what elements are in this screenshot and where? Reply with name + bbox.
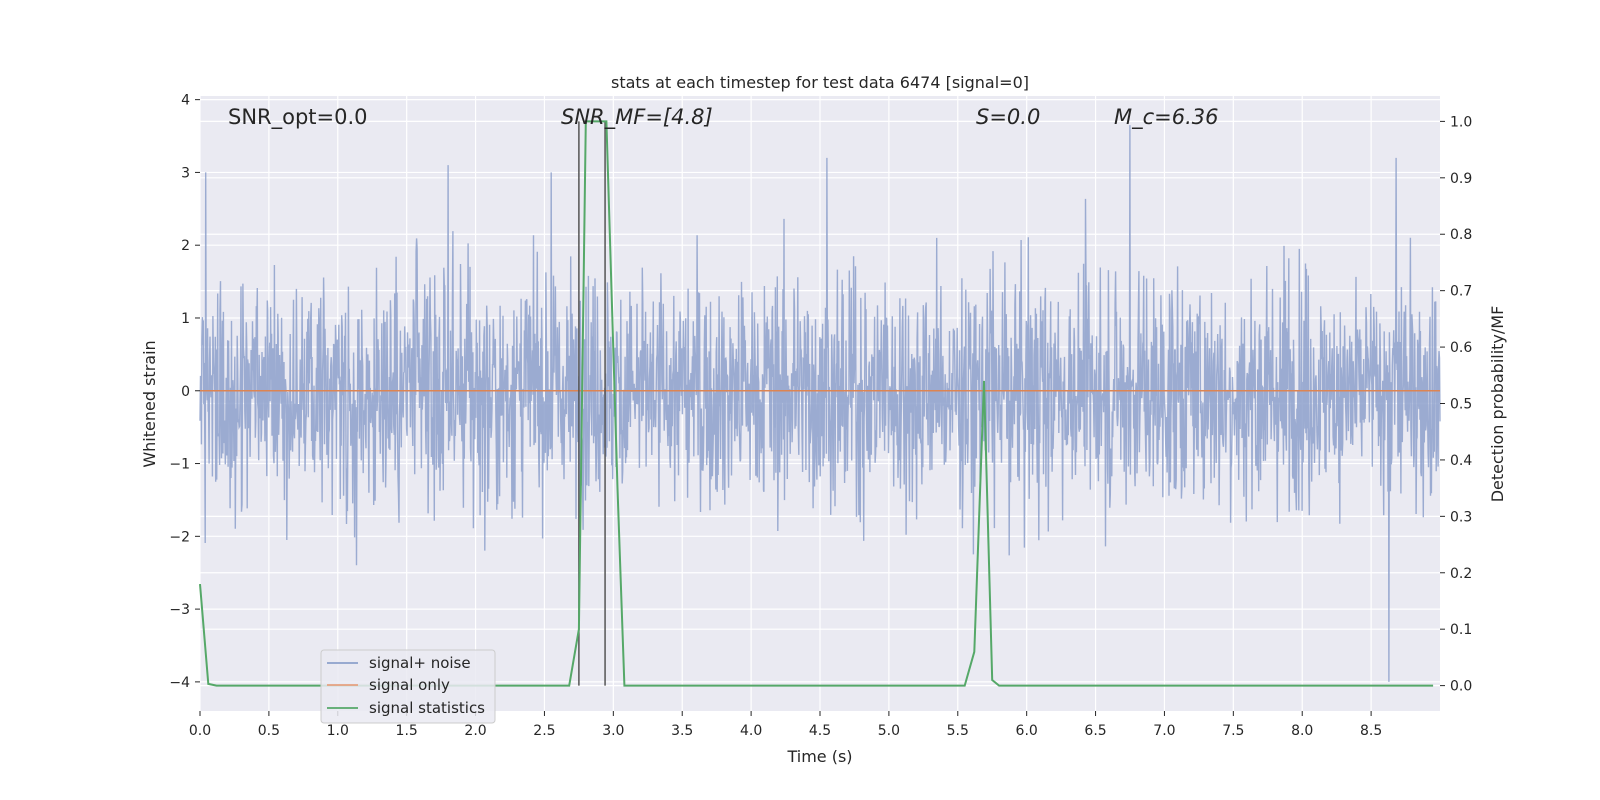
legend-box (320, 649, 496, 724)
x-axis-label: Time (s) (786, 747, 852, 766)
y-left-tick-label: 4 (181, 93, 190, 109)
x-tick-label: 2.5 (533, 723, 555, 739)
y-left-tick-label: 0 (181, 384, 190, 400)
x-tick-label: 6.0 (1016, 723, 1038, 739)
legend-label-signal-only: signal only (369, 676, 450, 694)
y-right-tick-label: 0.6 (1450, 340, 1472, 356)
y-left-tick-label: −2 (169, 529, 190, 545)
x-tick-label: 5.0 (878, 723, 900, 739)
x-tick-label: 7.5 (1222, 723, 1244, 739)
y-left-tick-label: 3 (181, 165, 190, 181)
x-tick-label: 6.5 (1084, 723, 1106, 739)
y-left-tick-label: 1 (181, 311, 190, 327)
y-left-tick-label: 2 (181, 238, 190, 254)
x-tick-label: 4.5 (809, 723, 831, 739)
y-left-axis-ticks: −4 −3 −2 −1 0 1 2 3 4 (169, 93, 200, 691)
y-right-tick-label: 0.7 (1450, 284, 1472, 300)
y-left-tick-label: −3 (169, 602, 190, 618)
annotation-snr-mf: SNR_MF=[4.8] (561, 105, 713, 130)
x-tick-label: 8.0 (1291, 723, 1313, 739)
x-tick-label: 3.5 (671, 723, 693, 739)
y-right-tick-label: 0.9 (1450, 171, 1472, 187)
x-tick-label: 1.0 (327, 723, 349, 739)
chart-title: stats at each timestep for test data 647… (611, 73, 1029, 92)
x-tick-label: 7.0 (1153, 723, 1175, 739)
annotation-mc: M_c=6.36 (1114, 105, 1219, 130)
y-right-tick-label: 1.0 (1450, 114, 1472, 130)
y-right-tick-label: 0.1 (1450, 622, 1472, 638)
series-signal-noise (199, 125, 1441, 682)
annotations: SNR_opt=0.0 SNR_MF=[4.8] S=0.0 M_c=6.36 (228, 105, 1219, 130)
x-axis-ticks: 0.0 0.5 1.0 1.5 2.0 2.5 3.0 3.5 4.0 4.5 5.0 5.5 6.0 6… (189, 711, 1382, 739)
y-right-tick-label: 0.5 (1450, 397, 1472, 413)
y-left-axis-label: Whitened strain (140, 340, 159, 467)
y-left-tick-label: −4 (169, 675, 190, 691)
annotation-snr-opt: SNR_opt=0.0 (228, 105, 368, 130)
legend-label-signal-noise: signal+ noise (369, 654, 471, 672)
y-left-tick-label: −1 (169, 457, 190, 473)
annotation-s: S=0.0 (976, 105, 1040, 129)
y-right-tick-label: 0.0 (1450, 679, 1472, 695)
x-tick-label: 3.0 (602, 723, 624, 739)
x-tick-label: 8.5 (1360, 723, 1382, 739)
legend: signal+ noise signal only signal statist… (320, 649, 496, 724)
legend-label-signal-statistics: signal statistics (369, 699, 485, 717)
y-right-axis-ticks: 0.0 0.1 0.2 0.3 0.4 0.5 0.6 0.7 0.8 0.9 1.0 (1440, 114, 1472, 695)
y-right-tick-label: 0.4 (1450, 453, 1472, 469)
x-tick-label: 2.0 (464, 723, 486, 739)
x-tick-label: 0.5 (258, 723, 280, 739)
x-tick-label: 0.0 (189, 723, 211, 739)
y-right-axis-label: Detection probability/MF (1488, 306, 1507, 503)
x-tick-label: 1.5 (396, 723, 418, 739)
y-right-tick-label: 0.2 (1450, 566, 1472, 582)
x-tick-label: 4.0 (740, 723, 762, 739)
y-right-tick-label: 0.3 (1450, 509, 1472, 525)
x-tick-label: 5.5 (947, 723, 969, 739)
y-right-tick-label: 0.8 (1450, 227, 1472, 243)
